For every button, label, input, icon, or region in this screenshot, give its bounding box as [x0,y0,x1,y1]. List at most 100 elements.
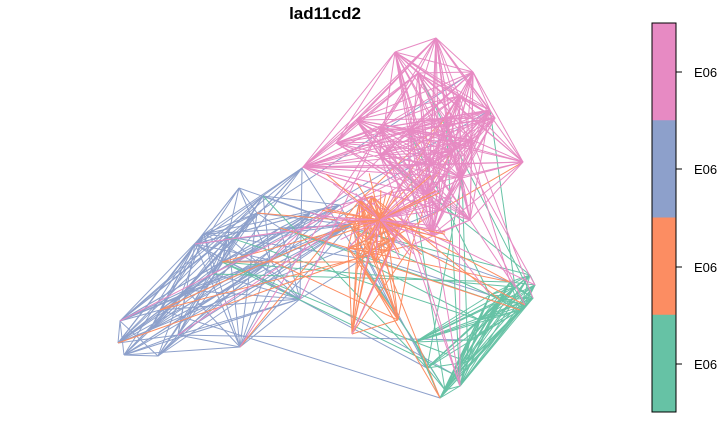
network-edge [335,117,447,144]
network-edge [379,127,461,387]
network-edge [117,195,264,344]
legend-swatch-1 [652,23,676,121]
network-edge [417,72,496,119]
network-edge [394,51,419,74]
network-edge [427,194,471,221]
network-edge [459,339,471,387]
network-edge [426,367,446,391]
network-edge [157,334,179,357]
network-edge [509,281,526,306]
network-edge [379,154,431,166]
network-edge [489,294,534,299]
network-edge [394,37,437,53]
network-edge [194,243,223,263]
network-edge [431,95,460,236]
network-edge [194,243,271,261]
network-edge [379,95,460,156]
network-edge [351,319,399,335]
network-edge [379,151,453,156]
network-edge [408,95,460,169]
network-edge [123,195,373,356]
network-edge [119,309,161,322]
network-edge [119,320,125,356]
network-edge [426,319,481,369]
network-edge [117,212,258,344]
network-edge [414,341,469,363]
network-edge [335,142,429,196]
network-edge [489,109,496,119]
network-edge [467,284,536,363]
network-edge [467,309,521,363]
network-edge [427,194,461,387]
network-edge [379,37,437,129]
network-edge [347,247,511,283]
network-edge [397,244,413,321]
network-edge [459,361,469,387]
network-edge [431,234,536,286]
network-edge [379,164,414,221]
network-edges [117,37,536,399]
network-edge [458,95,491,111]
network-edge [472,71,491,111]
network-edge [339,161,524,206]
network-edge [117,257,359,344]
network-edge [439,385,461,399]
network-edge [472,71,524,163]
network-edge [435,37,447,119]
network-edge [335,142,410,169]
network-edge [149,233,205,331]
network-edge [407,129,410,169]
network-edge [302,151,453,168]
legend-label-2: E06 [694,162,717,177]
network-edge [301,167,446,391]
network-edge [355,71,474,121]
network-edge [379,219,389,237]
network-edge [351,199,361,335]
network-edge [435,37,496,119]
network-edge [355,192,381,221]
network-edge [302,154,381,168]
network-edge [301,119,357,169]
network-edge [330,219,381,239]
network-edge [357,257,441,399]
color-legend: E06 E06 E06 E06 [651,22,717,413]
network-edge [467,319,481,363]
network-edge [322,209,381,221]
network-edge [302,166,410,169]
network-edge [351,251,371,335]
network-edge [123,354,159,357]
network-edge [379,117,447,129]
network-edge [119,211,378,322]
network-edge [212,167,410,275]
network-edge [185,109,491,291]
network-edge [302,117,447,168]
network-edge [379,219,428,230]
network-edge [339,219,381,228]
network-edge [431,161,524,236]
network-edge [149,289,187,331]
network-edge [239,199,361,348]
network-edge [269,259,399,321]
network-edge [467,281,511,363]
network-edge [379,219,447,249]
network-edge [489,109,516,288]
network-edge [117,261,223,344]
network-edge [379,127,524,163]
chart-title: lad11cd2 [289,4,361,23]
network-edge [340,219,381,240]
network-edge [326,174,381,221]
network-edge [203,233,241,348]
network-edge [356,219,381,270]
network-edge [489,294,521,311]
network-edge [256,212,281,229]
network-edge [335,51,396,144]
legend-label-4: E06 [694,357,717,372]
legend-frame [651,22,677,413]
network-edge [435,37,460,97]
network-edge [414,341,446,391]
network-edge [355,95,460,121]
network-edge [379,51,396,156]
network-edge [379,219,411,223]
network-edge [417,72,536,286]
network-edge [117,320,121,344]
